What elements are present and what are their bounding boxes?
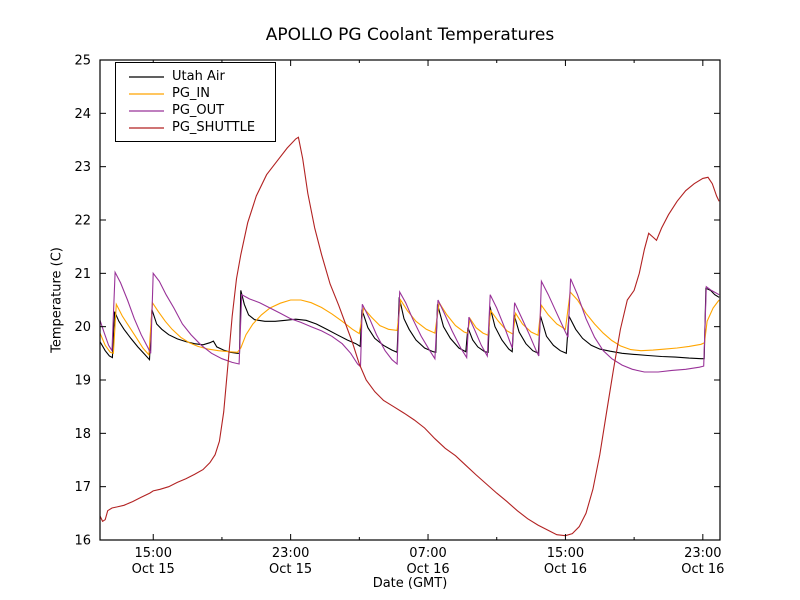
x-tick-label-time: 23:00 xyxy=(684,546,721,561)
y-tick-label: 20 xyxy=(74,320,91,335)
legend-item-utah-air: Utah Air xyxy=(129,68,275,85)
x-tick-label-time: 15:00 xyxy=(547,546,584,561)
legend-label: PG_OUT xyxy=(172,103,225,118)
legend-line-swatch xyxy=(129,109,164,112)
legend-line-swatch xyxy=(129,75,164,78)
y-tick-label: 25 xyxy=(74,54,91,69)
chart-title: APOLLO PG Coolant Temperatures xyxy=(265,25,555,45)
legend-item-pg-out: PG_OUT xyxy=(129,102,275,119)
legend-label: PG_SHUTTLE xyxy=(172,120,256,135)
y-tick-label: 16 xyxy=(74,534,91,549)
legend-item-pg-shuttle: PG_SHUTTLE xyxy=(129,119,275,136)
x-tick-label-date: Oct 16 xyxy=(681,562,724,577)
legend-label: Utah Air xyxy=(172,69,225,84)
series-line-pg-in xyxy=(100,290,720,357)
x-tick-label-date: Oct 16 xyxy=(544,562,587,577)
y-tick-label: 17 xyxy=(74,480,91,495)
series-lines xyxy=(100,136,720,537)
y-tick-label: 22 xyxy=(74,214,91,229)
legend-item-pg-in: PG_IN xyxy=(129,85,275,102)
legend-label: PG_IN xyxy=(172,86,210,101)
y-tick-label: 21 xyxy=(74,267,91,282)
series-line-pg-shuttle xyxy=(100,136,720,537)
axes-frame xyxy=(99,59,721,541)
y-tick-label: 18 xyxy=(74,427,91,442)
y-axis-label: Temperature (C) xyxy=(49,247,65,353)
legend-line-swatch xyxy=(129,126,164,129)
x-tick-label-date: Oct 15 xyxy=(132,562,175,577)
legend-line-swatch xyxy=(129,92,164,95)
x-tick-label-time: 15:00 xyxy=(135,546,172,561)
y-tick-label: 24 xyxy=(74,107,91,122)
series-line-pg-out xyxy=(100,270,720,373)
legend: Utah Air PG_IN PG_OUT PG_SHUTTLE xyxy=(115,62,276,142)
x-tick-label-time: 07:00 xyxy=(409,546,446,561)
x-tick-label-date: Oct 15 xyxy=(269,562,312,577)
y-tick-label: 19 xyxy=(74,374,91,389)
y-tick-label: 23 xyxy=(74,160,91,175)
x-axis-label: Date (GMT) xyxy=(372,576,448,591)
x-tick-label-time: 23:00 xyxy=(272,546,309,561)
x-tick-label-date: Oct 16 xyxy=(406,562,449,577)
series-line-utah-air xyxy=(100,287,720,362)
